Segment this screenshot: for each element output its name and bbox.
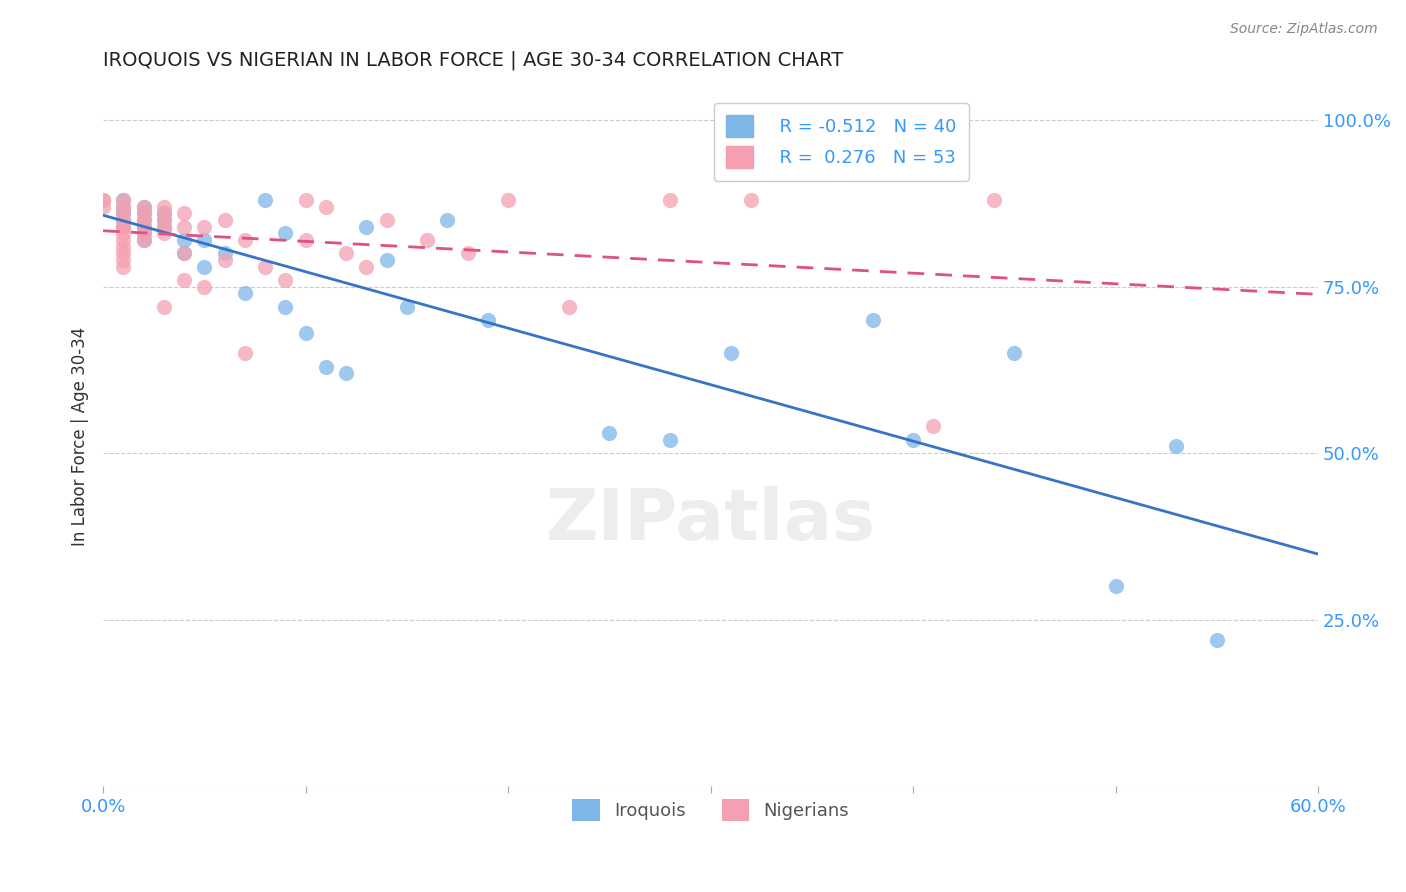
Point: [356, 260, 378, 274]
Point: [901, 433, 924, 447]
Point: [112, 219, 135, 234]
Point: [112, 260, 135, 274]
Point: [153, 212, 176, 227]
Point: [922, 419, 945, 434]
Point: [112, 226, 135, 240]
Point: [112, 233, 135, 247]
Point: [153, 212, 176, 227]
Point: [132, 200, 155, 214]
Point: [132, 200, 155, 214]
Text: ZIPatlas: ZIPatlas: [546, 486, 876, 555]
Point: [1166, 440, 1188, 454]
Point: [193, 260, 215, 274]
Y-axis label: In Labor Force | Age 30-34: In Labor Force | Age 30-34: [72, 326, 89, 546]
Legend: Iroquois, Nigerians: Iroquois, Nigerians: [560, 786, 862, 833]
Point: [132, 233, 155, 247]
Point: [173, 206, 195, 220]
Point: [153, 206, 176, 220]
Point: [983, 193, 1005, 207]
Point: [153, 226, 176, 240]
Point: [132, 233, 155, 247]
Point: [132, 206, 155, 220]
Point: [335, 246, 357, 260]
Point: [132, 219, 155, 234]
Point: [153, 200, 176, 214]
Point: [173, 219, 195, 234]
Point: [153, 219, 176, 234]
Point: [112, 212, 135, 227]
Point: [132, 212, 155, 227]
Point: [720, 346, 742, 360]
Point: [112, 200, 135, 214]
Point: [214, 252, 236, 267]
Point: [193, 233, 215, 247]
Point: [153, 219, 176, 234]
Point: [112, 193, 135, 207]
Point: [132, 212, 155, 227]
Point: [153, 300, 176, 314]
Text: IROQUOIS VS NIGERIAN IN LABOR FORCE | AGE 30-34 CORRELATION CHART: IROQUOIS VS NIGERIAN IN LABOR FORCE | AG…: [103, 51, 844, 70]
Point: [112, 206, 135, 220]
Point: [315, 359, 337, 374]
Point: [112, 239, 135, 253]
Point: [436, 212, 458, 227]
Point: [375, 212, 398, 227]
Point: [233, 233, 256, 247]
Point: [193, 219, 215, 234]
Point: [1104, 579, 1126, 593]
Point: [112, 206, 135, 220]
Point: [254, 193, 277, 207]
Point: [132, 219, 155, 234]
Point: [132, 226, 155, 240]
Point: [173, 273, 195, 287]
Point: [315, 200, 337, 214]
Point: [659, 433, 682, 447]
Point: [112, 200, 135, 214]
Point: [395, 300, 418, 314]
Point: [294, 326, 316, 341]
Point: [153, 206, 176, 220]
Point: [91, 193, 114, 207]
Point: [294, 193, 316, 207]
Point: [375, 252, 398, 267]
Point: [112, 252, 135, 267]
Point: [274, 273, 297, 287]
Point: [294, 233, 316, 247]
Point: [132, 226, 155, 240]
Point: [132, 206, 155, 220]
Point: [274, 300, 297, 314]
Point: [659, 193, 682, 207]
Point: [112, 219, 135, 234]
Point: [356, 219, 378, 234]
Point: [91, 193, 114, 207]
Point: [457, 246, 479, 260]
Point: [112, 212, 135, 227]
Point: [558, 300, 581, 314]
Point: [173, 233, 195, 247]
Point: [416, 233, 439, 247]
Point: [1002, 346, 1025, 360]
Point: [335, 366, 357, 380]
Point: [233, 346, 256, 360]
Point: [112, 219, 135, 234]
Point: [477, 313, 499, 327]
Point: [173, 246, 195, 260]
Point: [214, 246, 236, 260]
Point: [91, 200, 114, 214]
Point: [233, 286, 256, 301]
Point: [1205, 632, 1227, 647]
Point: [214, 212, 236, 227]
Point: [112, 193, 135, 207]
Point: [112, 246, 135, 260]
Point: [740, 193, 762, 207]
Point: [598, 426, 620, 441]
Point: [274, 226, 297, 240]
Point: [496, 193, 519, 207]
Point: [193, 279, 215, 293]
Text: Source: ZipAtlas.com: Source: ZipAtlas.com: [1230, 22, 1378, 37]
Point: [862, 313, 884, 327]
Point: [173, 246, 195, 260]
Point: [254, 260, 277, 274]
